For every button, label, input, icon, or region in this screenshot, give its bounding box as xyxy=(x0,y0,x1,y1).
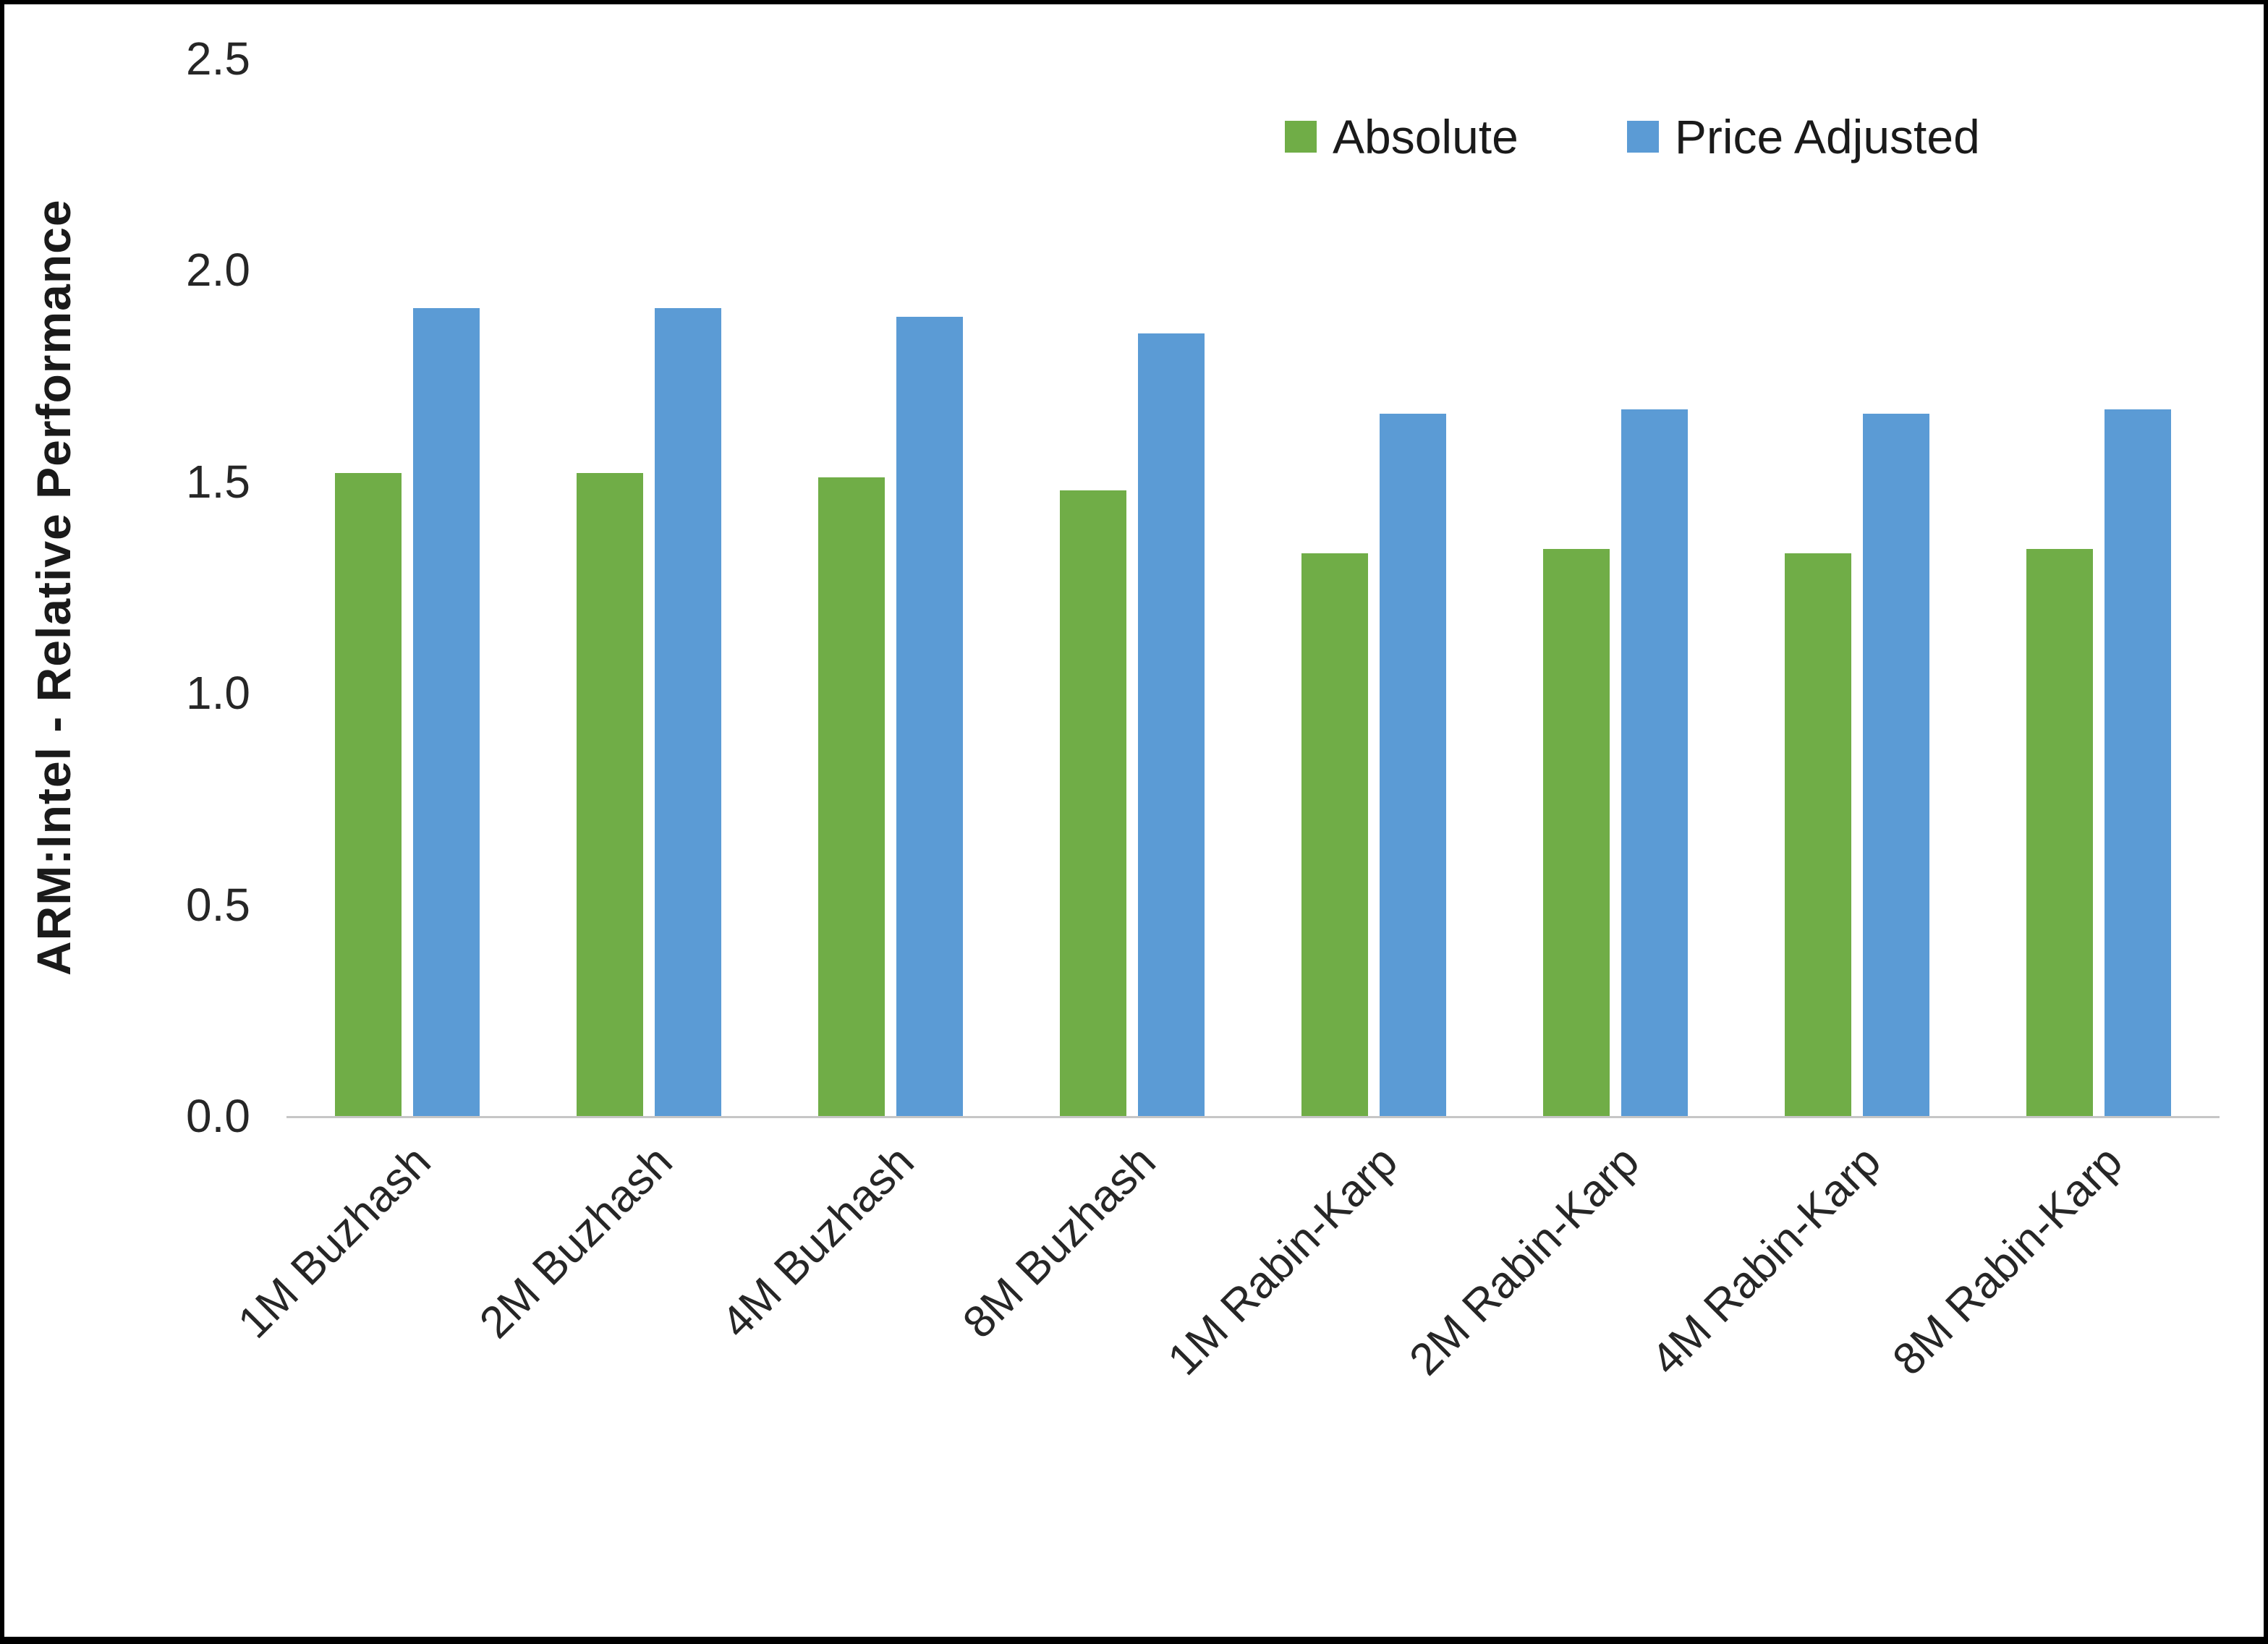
bar-absolute xyxy=(1543,549,1610,1116)
bar-group xyxy=(528,59,770,1116)
bar-price-adjusted xyxy=(1380,414,1446,1116)
x-tick-label: 8M Rabin-Karp xyxy=(1883,1136,2132,1385)
bar-absolute xyxy=(818,477,885,1116)
bar-groups xyxy=(286,59,2220,1116)
bar-price-adjusted xyxy=(1621,409,1688,1116)
y-tick-label: 1.0 xyxy=(186,667,250,720)
bar-absolute xyxy=(2026,549,2093,1116)
y-axis-title: ARM:Intel - Relative Performance xyxy=(27,199,80,976)
legend-swatch-icon xyxy=(1285,121,1317,153)
legend-label: Absolute xyxy=(1333,110,1519,163)
legend: Absolute Price Adjusted xyxy=(1285,113,1980,161)
bar-price-adjusted xyxy=(1863,414,1929,1116)
bar-price-adjusted xyxy=(896,316,963,1116)
x-tick-label: 2M Rabin-Karp xyxy=(1400,1136,1649,1385)
bar-group xyxy=(1011,59,1253,1116)
x-tick-label: 1M Buzhash xyxy=(229,1136,441,1348)
bar-group xyxy=(770,59,1011,1116)
legend-entry: Price Adjusted xyxy=(1626,110,1980,163)
legend-entry: Absolute xyxy=(1285,113,1519,161)
legend-swatch-icon xyxy=(1626,121,1659,153)
bar-price-adjusted xyxy=(413,308,480,1116)
x-tick-label: 2M Buzhash xyxy=(470,1136,682,1348)
bar-group xyxy=(286,59,528,1116)
y-axis-ticks: 0.0 0.5 1.0 1.5 2.0 2.5 xyxy=(91,35,250,1139)
bar-absolute xyxy=(1060,490,1126,1116)
bar-absolute xyxy=(1785,553,1851,1116)
bar-price-adjusted xyxy=(655,308,721,1116)
bar-group xyxy=(1736,59,1978,1116)
x-tick-label: 4M Rabin-Karp xyxy=(1641,1136,1890,1385)
y-tick-label: 0.0 xyxy=(186,1090,250,1142)
bar-group xyxy=(1978,59,2220,1116)
plot-area xyxy=(286,59,2220,1118)
bar-group xyxy=(1253,59,1495,1116)
bar-absolute xyxy=(335,473,402,1116)
x-tick-label: 1M Rabin-Karp xyxy=(1158,1136,1407,1385)
y-tick-label: 2.5 xyxy=(186,33,250,85)
x-axis-labels: 1M Buzhash 2M Buzhash 4M Buzhash 8M Buzhash… xyxy=(229,1127,2220,1532)
x-tick-label: 8M Buzhash xyxy=(954,1136,1165,1348)
x-tick-label: 4M Buzhash xyxy=(712,1136,924,1348)
bar-absolute xyxy=(1301,553,1368,1116)
bar-absolute xyxy=(577,473,643,1116)
y-tick-label: 1.5 xyxy=(186,455,250,508)
legend-label: Price Adjusted xyxy=(1674,110,1980,163)
bar-group xyxy=(1495,59,1736,1116)
y-tick-label: 0.5 xyxy=(186,878,250,931)
bar-price-adjusted xyxy=(2105,409,2171,1116)
y-tick-label: 2.0 xyxy=(186,244,250,297)
bar-price-adjusted xyxy=(1138,333,1205,1116)
